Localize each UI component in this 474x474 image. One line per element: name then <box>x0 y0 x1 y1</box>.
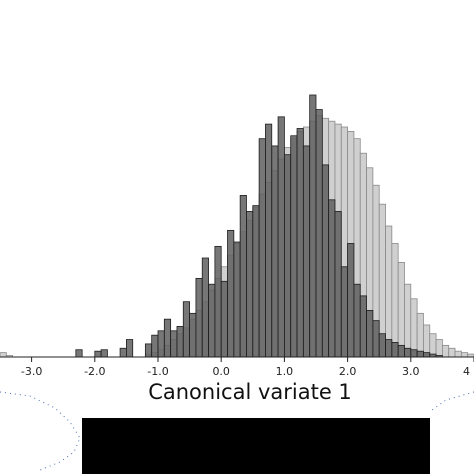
dark-bar <box>163 318 172 358</box>
x-tick-label: 0.0 <box>212 365 230 378</box>
dark-bar <box>340 266 348 358</box>
dark-bar <box>258 138 266 358</box>
dark-bar <box>277 116 285 358</box>
light-bar <box>391 243 399 358</box>
dark-bar <box>378 333 386 358</box>
light-bar <box>429 333 437 358</box>
dark-bar <box>252 205 260 358</box>
light-bar <box>385 225 393 358</box>
dark-bar <box>227 229 235 358</box>
dark-bar <box>233 241 241 358</box>
dark-bar <box>296 128 304 358</box>
dark-bar <box>334 211 342 358</box>
dark-bar <box>404 347 412 358</box>
x-axis-ticks: -3.0 -2.0 -1.0 0.0 1.0 2.0 3.0 4 <box>21 357 474 378</box>
light-bar <box>460 352 469 358</box>
dark-bar <box>359 295 367 358</box>
dark-bar <box>246 211 254 358</box>
dark-bar <box>353 283 361 358</box>
dark-bar <box>157 330 165 358</box>
dark-bar <box>423 352 431 358</box>
dark-bar <box>321 164 330 358</box>
dark-bar <box>94 350 102 358</box>
x-tick-label: 4 <box>463 365 470 378</box>
light-bar <box>441 344 450 358</box>
dark-bar <box>144 343 153 358</box>
contour-line-left <box>0 391 81 471</box>
light-bar <box>404 283 412 358</box>
dark-bar <box>182 301 190 358</box>
dark-bar <box>283 154 292 358</box>
dark-bar <box>397 344 405 358</box>
dark-bar <box>328 199 336 358</box>
dark-bar <box>214 245 222 358</box>
dark-bar <box>100 349 108 358</box>
dark-bar <box>201 257 209 358</box>
x-axis-title: Canonical variate 1 <box>148 380 352 404</box>
dark-bar <box>176 326 184 358</box>
dark-bar <box>151 334 159 358</box>
dark-bar <box>195 277 203 358</box>
light-bar <box>448 347 456 358</box>
dark-bar <box>372 320 380 358</box>
dark-bar <box>119 347 127 358</box>
dark-bar <box>271 145 279 358</box>
light-bar <box>423 324 431 358</box>
dark-bar <box>290 135 298 358</box>
light-bar <box>397 261 405 358</box>
dark-bar <box>309 94 317 358</box>
dark-bar <box>347 243 355 358</box>
dark-bar <box>410 349 418 358</box>
dark-bar <box>239 195 247 358</box>
dark-bar <box>126 339 134 358</box>
dark-bar <box>391 342 399 358</box>
light-bar <box>454 350 462 358</box>
dark-bar <box>170 330 178 358</box>
dark-bar <box>302 145 311 358</box>
x-tick-label: 3.0 <box>402 365 420 378</box>
dark-bar <box>265 123 273 358</box>
x-tick-label: -1.0 <box>147 365 168 378</box>
x-tick-label: -3.0 <box>21 365 42 378</box>
x-tick-label: 2.0 <box>339 365 357 378</box>
x-tick-label: 1.0 <box>276 365 294 378</box>
light-bar <box>0 352 7 358</box>
dark-bar <box>416 350 424 358</box>
dark-bar <box>220 280 228 358</box>
dark-bar <box>208 283 216 358</box>
dark-bar <box>366 310 374 358</box>
dark-bar <box>315 109 323 358</box>
light-bar <box>435 339 443 358</box>
dark-bar <box>75 349 83 358</box>
x-tick-label: -2.0 <box>84 365 105 378</box>
dark-bar <box>189 312 197 358</box>
light-bar <box>416 312 424 358</box>
light-bar <box>410 298 418 358</box>
dark-bar <box>385 339 393 358</box>
black-block <box>82 418 430 474</box>
contour-line-right <box>431 391 474 411</box>
contour-lines <box>0 391 474 471</box>
